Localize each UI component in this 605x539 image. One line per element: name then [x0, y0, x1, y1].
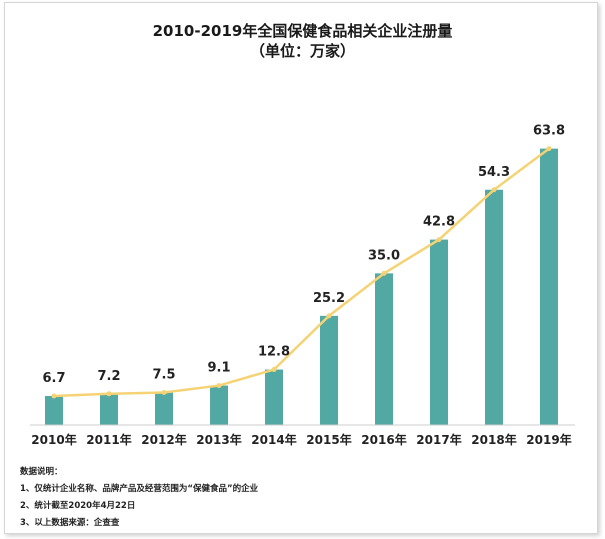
bar-2017年 — [430, 239, 448, 425]
x-tick-label-2018年: 2018年 — [471, 432, 516, 447]
value-label-2012年: 7.5 — [152, 368, 175, 383]
note-item-1: 1、仅统计企业名称、品牌产品及经营范围为“保健食品”的企业 — [20, 484, 259, 494]
value-label-2013年: 9.1 — [207, 361, 230, 376]
x-tick-label-2011年: 2011年 — [86, 432, 131, 447]
value-label-2011年: 7.2 — [97, 369, 120, 384]
bar-2019年 — [540, 148, 558, 425]
x-tick-labels-group: 2010年 2011年 2012年 2013年 2014年 2015年 2016年 2017年… — [31, 432, 571, 447]
x-tick-label-2017年: 2017年 — [416, 432, 461, 447]
bar-2015年 — [320, 315, 338, 425]
trend-point-2013年 — [216, 383, 222, 389]
trend-point-2014年 — [271, 367, 277, 373]
bars-group — [45, 148, 558, 425]
trend-point-2016年 — [381, 270, 387, 276]
bar-2014年 — [265, 369, 283, 425]
x-tick-label-2014年: 2014年 — [251, 432, 296, 447]
trend-line — [53, 147, 550, 398]
trend-points-group — [51, 146, 552, 399]
value-label-2018年: 54.3 — [478, 165, 510, 180]
x-tick-label-2012年: 2012年 — [141, 432, 186, 447]
chart-subtitle: （单位：万家） — [249, 42, 355, 60]
note-item-2: 2、统计截至2020年4月22日 — [20, 501, 136, 511]
bar-2012年 — [155, 392, 173, 425]
value-label-2017年: 42.8 — [423, 215, 455, 230]
bar-2018年 — [485, 189, 503, 425]
chart-title: 2010-2019年全国保健食品相关企业注册量 — [152, 22, 453, 40]
value-labels-group: 6.7 7.2 7.5 9.1 12.8 25.2 35.0 42.8 54.3 63.8 — [42, 124, 565, 386]
trend-point-2011年 — [106, 391, 112, 397]
value-label-2015年: 25.2 — [313, 291, 345, 306]
notes: 数据说明： 1、仅统计企业名称、品牌产品及经营范围为“保健食品”的企业 2、统计… — [20, 464, 258, 532]
value-label-2014年: 12.8 — [258, 345, 290, 360]
trend-point-2018年 — [491, 187, 497, 193]
bar-2010年 — [45, 395, 63, 425]
x-tick-label-2015年: 2015年 — [306, 432, 351, 447]
bar-2013年 — [210, 385, 228, 425]
value-label-2019年: 63.8 — [533, 124, 565, 139]
bar-2016年 — [375, 273, 393, 425]
x-tick-label-2019年: 2019年 — [526, 432, 571, 447]
trend-point-2010年 — [51, 393, 57, 399]
x-tick-label-2016年: 2016年 — [361, 432, 406, 447]
note-item-3: 3、以上数据来源：企查查 — [20, 518, 120, 528]
x-tick-label-2013年: 2013年 — [196, 432, 241, 447]
value-label-2010年: 6.7 — [42, 371, 65, 386]
bar-2011年 — [100, 393, 118, 425]
x-tick-label-2010年: 2010年 — [31, 432, 76, 447]
trend-point-2019年 — [546, 146, 552, 152]
trend-point-2017年 — [436, 237, 442, 243]
trend-point-2015年 — [326, 313, 332, 319]
value-label-2016年: 35.0 — [368, 248, 400, 263]
notes-heading: 数据说明： — [20, 467, 63, 477]
trend-point-2012年 — [161, 390, 167, 396]
